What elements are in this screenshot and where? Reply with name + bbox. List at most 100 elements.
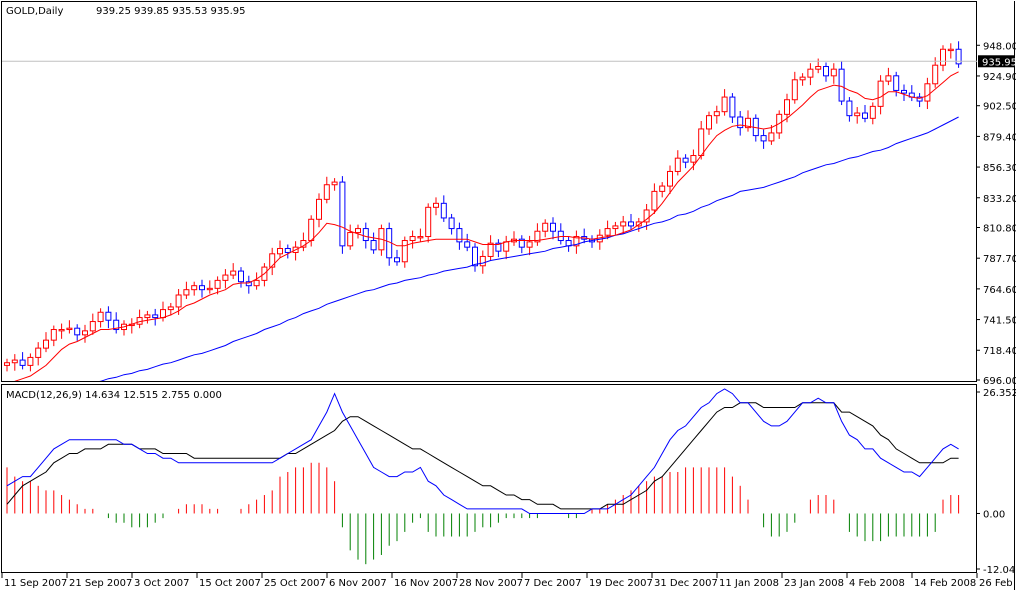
bear-candle <box>456 228 463 243</box>
price-tick-label: 856.30 <box>983 163 1016 174</box>
price-tick-label: 764.60 <box>983 285 1016 296</box>
macd-tick-label: -12.046 <box>983 565 1016 576</box>
bull-candle <box>791 79 798 101</box>
macd-signal-line <box>6 402 959 510</box>
bull-candle <box>940 48 946 66</box>
date-tick-label: 19 Dec 2007 <box>589 578 653 589</box>
bull-candle <box>433 202 439 208</box>
bear-candle <box>238 270 244 283</box>
bull-candle <box>214 279 221 289</box>
bull-candle <box>82 330 88 336</box>
chart-ohlc-header: 939.25 939.85 935.53 935.95 <box>96 6 246 17</box>
bear-candle <box>74 327 81 336</box>
bull-candle <box>815 66 822 70</box>
bull-candle <box>160 309 166 319</box>
bull-candle <box>183 289 190 296</box>
bull-candle <box>66 327 73 331</box>
bull-candle <box>604 228 611 236</box>
bull-candle <box>721 96 728 113</box>
bull-candle <box>643 209 650 223</box>
bull-candle <box>4 362 10 366</box>
bull-candle <box>191 285 198 291</box>
bear-candle <box>893 75 900 91</box>
price-tick-label: 787.70 <box>983 254 1016 265</box>
last-price-box <box>978 55 1015 68</box>
bear-candle <box>862 112 868 119</box>
date-tick-label: 23 Jan 2008 <box>784 578 844 589</box>
date-tick-label: 14 Feb 2008 <box>914 578 976 589</box>
date-tick-label: 21 Sep 2007 <box>69 578 132 589</box>
bull-candle <box>323 184 330 200</box>
bull-candle <box>635 221 642 227</box>
bull-candle <box>355 228 361 234</box>
date-tick-label: 6 Nov 2007 <box>329 578 387 589</box>
bull-candle <box>277 247 283 255</box>
price-tick-label: 902.50 <box>983 102 1016 113</box>
bull-candle <box>690 155 697 163</box>
price-tick-label: 879.40 <box>983 132 1016 143</box>
bull-candle <box>830 68 837 77</box>
fast-moving-average-line <box>14 71 959 381</box>
bull-candle <box>807 68 814 78</box>
moving-averages-layer <box>14 71 959 381</box>
price-tick-label: 924.90 <box>983 72 1016 83</box>
date-tick-label: 28 Nov 2007 <box>459 578 523 589</box>
bull-candle <box>503 241 510 252</box>
price-axis: 948.00 924.90 902.50 879.40 856.30 833.20 810.… <box>976 41 1016 387</box>
bull-candle <box>27 356 34 366</box>
bull-candle <box>487 242 494 257</box>
chart-symbol-header: GOLD,Daily <box>6 6 63 17</box>
bull-candle <box>947 48 954 52</box>
bear-candle <box>464 241 471 248</box>
bull-candle <box>11 359 18 364</box>
bear-candle <box>339 181 346 247</box>
bull-candle <box>612 225 619 230</box>
price-tick-label: 741.50 <box>983 316 1016 327</box>
bull-candle <box>706 115 712 130</box>
price-candles-layer <box>4 41 962 372</box>
bull-candle <box>425 206 432 238</box>
date-tick-label: 11 Sep 2007 <box>4 578 67 589</box>
bull-candle <box>674 157 681 172</box>
bear-candle <box>370 240 377 251</box>
price-tick-label: 718.40 <box>983 346 1016 357</box>
bear-candle <box>557 230 564 242</box>
bear-candle <box>394 257 400 263</box>
price-tick-label: 810.80 <box>983 224 1016 235</box>
bull-candle <box>97 311 104 323</box>
date-tick-label: 16 Nov 2007 <box>394 578 458 589</box>
bull-candle <box>784 99 790 115</box>
bear-candle <box>245 281 252 287</box>
bull-candle <box>768 132 775 142</box>
bull-candle <box>144 314 151 319</box>
main-price-panel <box>1 1 977 382</box>
bear-candle <box>760 135 767 142</box>
bull-candle <box>222 274 229 281</box>
bear-candle <box>472 246 478 267</box>
price-tick-label: 696.00 <box>983 376 1016 387</box>
bear-candle <box>838 68 845 102</box>
bull-candle <box>745 117 751 129</box>
bull-candle <box>659 185 666 192</box>
bear-candle <box>495 242 502 252</box>
bull-candle <box>651 190 658 211</box>
bear-candle <box>284 247 291 253</box>
bull-candle <box>542 222 549 232</box>
macd-header: MACD(12,26,9) 14.634 12.515 2.755 0.000 <box>6 390 222 401</box>
date-tick-label: 7 Dec 2007 <box>524 578 582 589</box>
bear-candle <box>737 116 744 129</box>
bear-candle <box>440 202 447 219</box>
bear-candle <box>113 319 120 331</box>
price-tick-label: 948.00 <box>983 41 1016 52</box>
bull-candle <box>534 230 541 243</box>
bull-candle <box>269 253 276 268</box>
bear-candle <box>846 100 853 117</box>
date-tick-label: 15 Oct 2007 <box>199 578 261 589</box>
bull-candle <box>43 339 49 349</box>
macd-main-line <box>6 388 959 514</box>
bull-candle <box>175 294 182 308</box>
bull-candle <box>526 241 533 248</box>
bear-candle <box>199 285 205 291</box>
